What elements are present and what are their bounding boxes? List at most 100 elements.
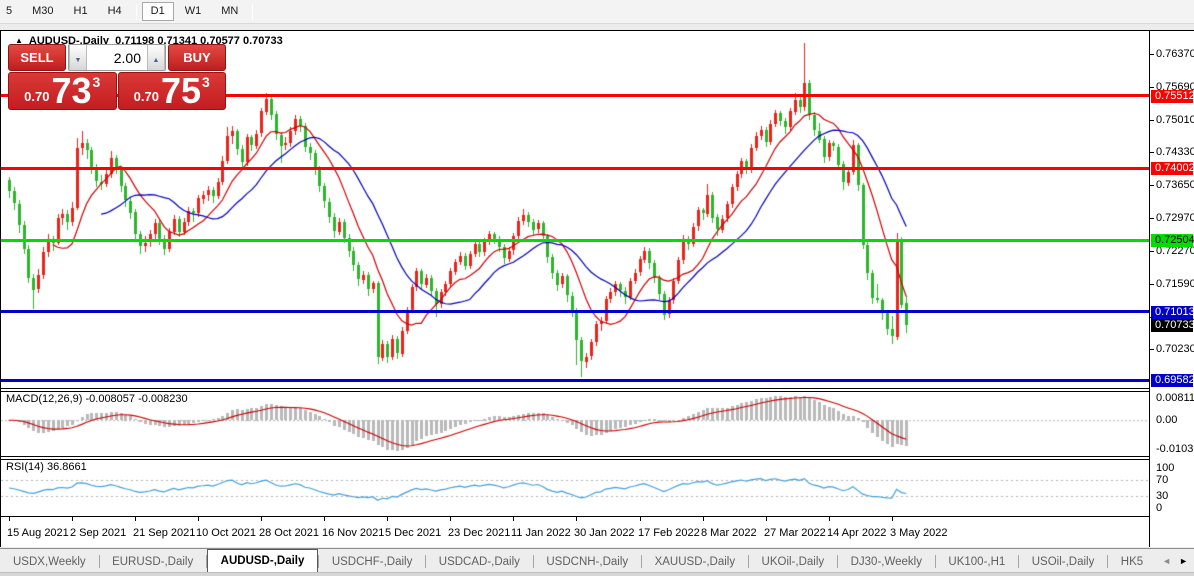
rsi-axis-label: 100 bbox=[1156, 462, 1175, 474]
buy-price-display[interactable]: 0.70 75 3 bbox=[117, 70, 226, 112]
time-axis-tick bbox=[450, 517, 451, 521]
timeframe-button-h4[interactable]: H4 bbox=[99, 2, 131, 21]
price-tick-label: 0.71590 bbox=[1156, 278, 1194, 290]
axis-tick bbox=[1150, 284, 1154, 285]
sell-price-big: 73 bbox=[51, 70, 92, 112]
price-tick-label: 0.72970 bbox=[1156, 212, 1194, 224]
price-tick-label: 0.76370 bbox=[1156, 48, 1194, 60]
sell-button[interactable]: SELL bbox=[8, 44, 66, 71]
rsi-label: RSI(14) 36.8661 bbox=[6, 461, 87, 473]
tab-ukoil-daily[interactable]: UKOil-,Daily bbox=[761, 556, 825, 568]
hline-0.72504[interactable] bbox=[1, 239, 1149, 242]
price-badge-0.75512: 0.75512 bbox=[1151, 90, 1194, 103]
tab-scroll-buttons: ◄ ► bbox=[1158, 549, 1194, 572]
price-tick-label: 0.75010 bbox=[1156, 114, 1194, 126]
price-axis[interactable]: 0.76370 0.75690 0.75010 0.74330 0.73650 0.729… bbox=[1149, 31, 1194, 547]
hline-0.75512[interactable] bbox=[1, 94, 1149, 97]
date-label: 10 Oct 2021 bbox=[196, 527, 256, 539]
rsi-axis-label: 70 bbox=[1156, 474, 1169, 486]
time-axis-tick bbox=[703, 517, 704, 521]
pane-separator[interactable] bbox=[1, 456, 1194, 457]
timeframe-toolbar: 5 M30 H1 H4 D1 W1 MN bbox=[0, 0, 1194, 24]
time-axis-tick bbox=[135, 517, 136, 521]
collapse-panel-icon[interactable]: ▲ bbox=[15, 36, 23, 45]
tab-hk5[interactable]: HK5 bbox=[1120, 556, 1144, 568]
date-label: 23 Dec 2021 bbox=[448, 527, 511, 539]
volume-increase-button[interactable]: ▲ bbox=[147, 45, 165, 70]
price-tick-label: 0.70230 bbox=[1156, 343, 1194, 355]
date-label: 8 Mar 2022 bbox=[701, 527, 757, 539]
tab-usdcnh-daily[interactable]: USDCNH-,Daily bbox=[546, 556, 629, 568]
macd-values: -0.008057 -0.008230 bbox=[85, 393, 188, 405]
macd-axis-label: 0.00 bbox=[1156, 414, 1178, 427]
macd-pane-canvas[interactable] bbox=[1, 392, 1149, 455]
buy-price-small: 0.70 bbox=[133, 89, 159, 104]
price-tick-label: 0.73650 bbox=[1156, 179, 1194, 191]
volume-input[interactable] bbox=[87, 45, 147, 70]
tab-usdcad-daily[interactable]: USDCAD-,Daily bbox=[438, 556, 520, 568]
timeframe-button-m30[interactable]: M30 bbox=[23, 2, 62, 21]
date-label: 14 Apr 2022 bbox=[827, 527, 887, 539]
rsi-pane-canvas[interactable] bbox=[1, 460, 1149, 516]
rsi-axis-label: 30 bbox=[1156, 490, 1169, 502]
timeframe-button-5[interactable]: 5 bbox=[0, 2, 21, 21]
tabs-scroll-left-button[interactable]: ◄ bbox=[1158, 556, 1175, 566]
hline-0.69582[interactable] bbox=[1, 379, 1149, 382]
date-label: 2 Sep 2021 bbox=[70, 527, 127, 539]
tab-dj30-weekly[interactable]: DJ30-,Weekly bbox=[850, 556, 922, 568]
date-label: 27 Mar 2022 bbox=[764, 527, 826, 539]
tab-uk100-h1[interactable]: UK100-,H1 bbox=[948, 556, 1006, 568]
tab-usoil-daily[interactable]: USOil-,Daily bbox=[1031, 556, 1095, 568]
tabs-scroll-right-button[interactable]: ► bbox=[1175, 556, 1192, 566]
axis-tick bbox=[1150, 152, 1154, 153]
axis-tick bbox=[1150, 185, 1154, 186]
timeframe-button-mn[interactable]: MN bbox=[212, 2, 247, 21]
timeframe-button-h1[interactable]: H1 bbox=[65, 2, 97, 21]
timeframe-button-d1[interactable]: D1 bbox=[141, 2, 174, 21]
buy-button[interactable]: BUY bbox=[168, 44, 226, 71]
tab-audusd-daily[interactable]: AUDUSD-,Daily bbox=[206, 549, 319, 572]
hline-0.71013[interactable] bbox=[1, 310, 1149, 313]
axis-tick bbox=[1150, 120, 1154, 121]
time-axis-tick bbox=[892, 517, 893, 521]
buy-price-big: 75 bbox=[160, 70, 202, 112]
axis-tick bbox=[1150, 87, 1154, 88]
sell-price-small: 0.70 bbox=[24, 89, 50, 104]
price-tick-label: 0.72270 bbox=[1156, 245, 1194, 257]
tab-usdx-weekly[interactable]: USDX,Weekly bbox=[13, 556, 86, 568]
price-badge-0.72504: 0.72504 bbox=[1151, 234, 1194, 247]
time-axis-tick bbox=[829, 517, 830, 521]
price-badge-0.74002: 0.74002 bbox=[1151, 162, 1194, 175]
tab-xauusd-daily[interactable]: XAUUSD-,Daily bbox=[654, 556, 736, 568]
timeframe-button-w1[interactable]: W1 bbox=[176, 2, 211, 21]
chevron-up-icon: ▲ bbox=[152, 57, 160, 64]
time-axis-tick bbox=[324, 517, 325, 521]
time-axis-tick bbox=[766, 517, 767, 521]
tab-usdchf-daily[interactable]: USDCHF-,Daily bbox=[331, 556, 413, 568]
time-axis-tick bbox=[640, 517, 641, 521]
date-label: 3 May 2022 bbox=[890, 527, 948, 539]
axis-tick bbox=[1150, 54, 1154, 55]
hline-0.74002[interactable] bbox=[1, 167, 1149, 170]
window-edge bbox=[0, 572, 1194, 576]
chevron-down-icon: ▼ bbox=[74, 57, 82, 64]
price-badge-0.71013: 0.71013 bbox=[1151, 306, 1194, 319]
sell-price-display[interactable]: 0.70 73 3 bbox=[8, 72, 117, 110]
tab-eurusd-daily[interactable]: EURUSD-,Daily bbox=[112, 556, 194, 568]
time-axis-tick bbox=[9, 517, 10, 521]
price-badge-0.70733: 0.70733 bbox=[1151, 319, 1194, 332]
axis-tick bbox=[1150, 349, 1154, 350]
rsi-axis-label: 0 bbox=[1156, 502, 1163, 514]
pane-separator[interactable] bbox=[1, 388, 1194, 389]
pane-separator bbox=[1, 459, 1194, 460]
date-label: 5 Dec 2021 bbox=[385, 527, 442, 539]
rsi-value: 36.8661 bbox=[46, 461, 87, 473]
volume-decrease-button[interactable]: ▼ bbox=[69, 45, 87, 70]
time-axis-tick bbox=[387, 517, 388, 521]
time-axis-tick bbox=[72, 517, 73, 521]
time-axis-tick bbox=[261, 517, 262, 521]
sell-price-sup: 3 bbox=[92, 74, 101, 90]
buy-price-sup: 3 bbox=[202, 74, 210, 90]
toolbar-separator bbox=[135, 3, 137, 20]
